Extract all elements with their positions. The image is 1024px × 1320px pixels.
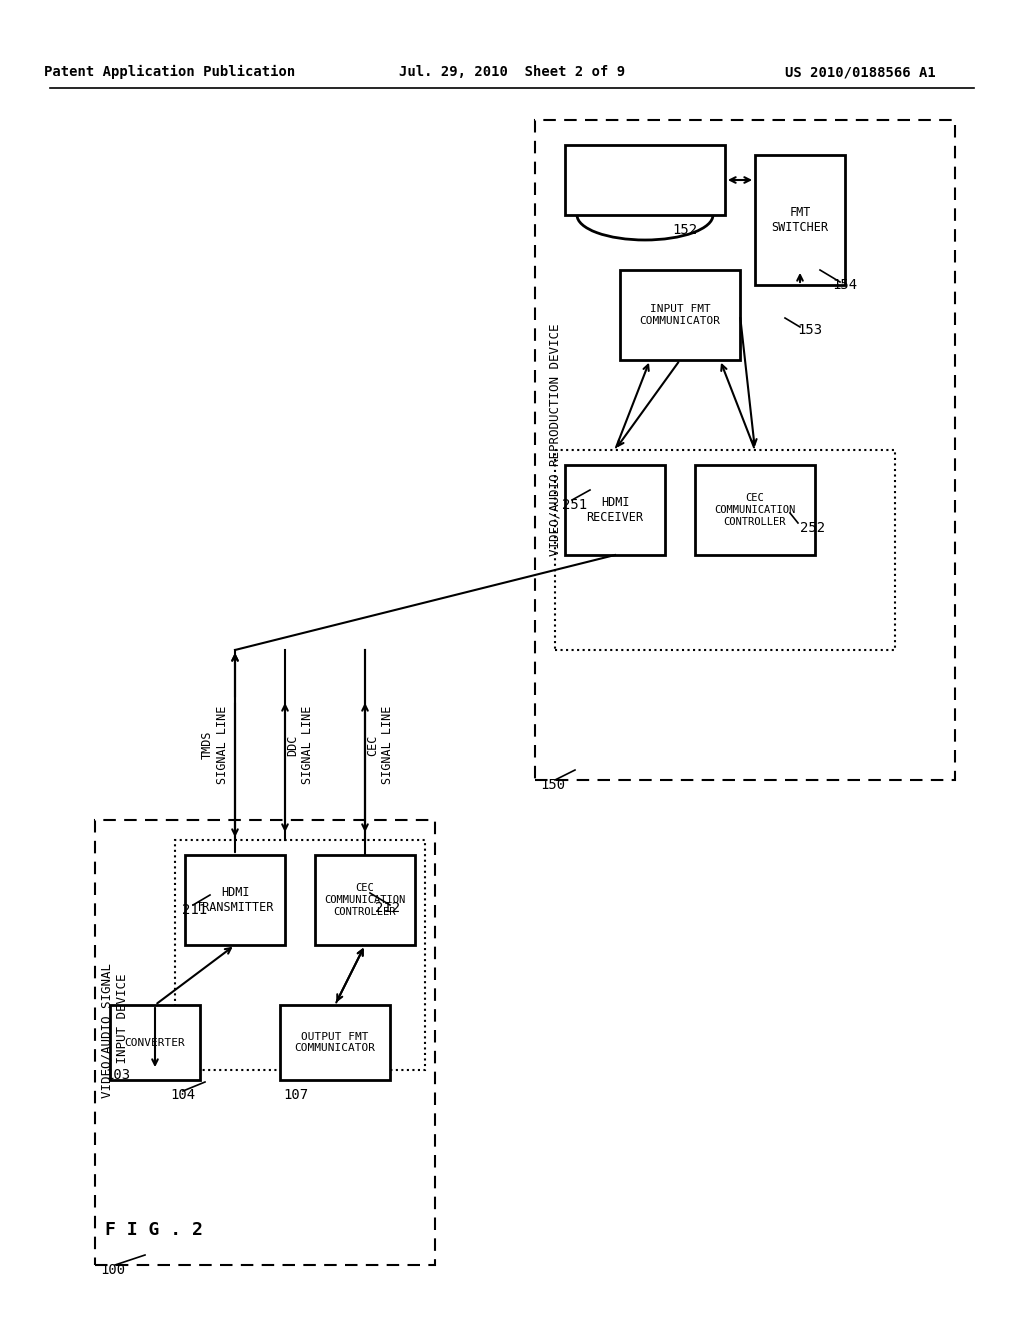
Text: FMT
SWITCHER: FMT SWITCHER: [771, 206, 828, 234]
Text: 154: 154: [833, 279, 857, 292]
Text: CEC
SIGNAL LINE: CEC SIGNAL LINE: [366, 706, 394, 784]
Bar: [185, 855, 285, 945]
Text: 252: 252: [800, 521, 825, 535]
Bar: [315, 855, 415, 945]
Text: DDC
SIGNAL LINE: DDC SIGNAL LINE: [286, 706, 314, 784]
Text: HDMI
RECEIVER: HDMI RECEIVER: [587, 496, 643, 524]
Bar: [565, 465, 665, 554]
Text: VIDEO/AUDIO SIGNAL
   INPUT DEVICE: VIDEO/AUDIO SIGNAL INPUT DEVICE: [101, 962, 129, 1097]
Text: 107: 107: [283, 1088, 308, 1102]
Text: 211: 211: [182, 903, 207, 917]
Bar: [535, 120, 955, 780]
Text: Patent Application Publication: Patent Application Publication: [44, 65, 296, 79]
Bar: [280, 1005, 390, 1080]
Text: HDMI
TRANSMITTER: HDMI TRANSMITTER: [196, 886, 274, 913]
Text: TMDS
SIGNAL LINE: TMDS SIGNAL LINE: [201, 706, 229, 784]
Text: 150: 150: [540, 777, 565, 792]
Text: 104: 104: [170, 1088, 196, 1102]
Text: VIDEO/AUDIO REPRODUCTION DEVICE: VIDEO/AUDIO REPRODUCTION DEVICE: [549, 323, 561, 556]
Text: 251: 251: [562, 498, 587, 512]
Bar: [755, 154, 845, 285]
Bar: [695, 465, 815, 554]
Text: 152: 152: [673, 223, 697, 238]
Bar: [565, 145, 725, 215]
Text: 212: 212: [375, 902, 400, 915]
Text: 100: 100: [100, 1263, 125, 1276]
Bar: [110, 1005, 200, 1080]
Text: CEC
COMMUNICATION
CONTROLLER: CEC COMMUNICATION CONTROLLER: [325, 883, 406, 916]
Text: OUTPUT FMT
COMMUNICATOR: OUTPUT FMT COMMUNICATOR: [295, 1032, 376, 1053]
Bar: [620, 271, 740, 360]
Text: CEC
COMMUNICATION
CONTROLLER: CEC COMMUNICATION CONTROLLER: [715, 494, 796, 527]
Text: Jul. 29, 2010  Sheet 2 of 9: Jul. 29, 2010 Sheet 2 of 9: [399, 65, 625, 79]
Bar: [175, 840, 425, 1071]
Text: F I G . 2: F I G . 2: [105, 1221, 203, 1239]
Text: INPUT FMT
COMMUNICATOR: INPUT FMT COMMUNICATOR: [640, 304, 721, 326]
Text: 103: 103: [105, 1068, 130, 1082]
Bar: [95, 820, 435, 1265]
Text: 153: 153: [798, 323, 822, 337]
Text: CONVERTER: CONVERTER: [125, 1038, 185, 1048]
Bar: [555, 450, 895, 649]
Text: US 2010/0188566 A1: US 2010/0188566 A1: [784, 65, 935, 79]
